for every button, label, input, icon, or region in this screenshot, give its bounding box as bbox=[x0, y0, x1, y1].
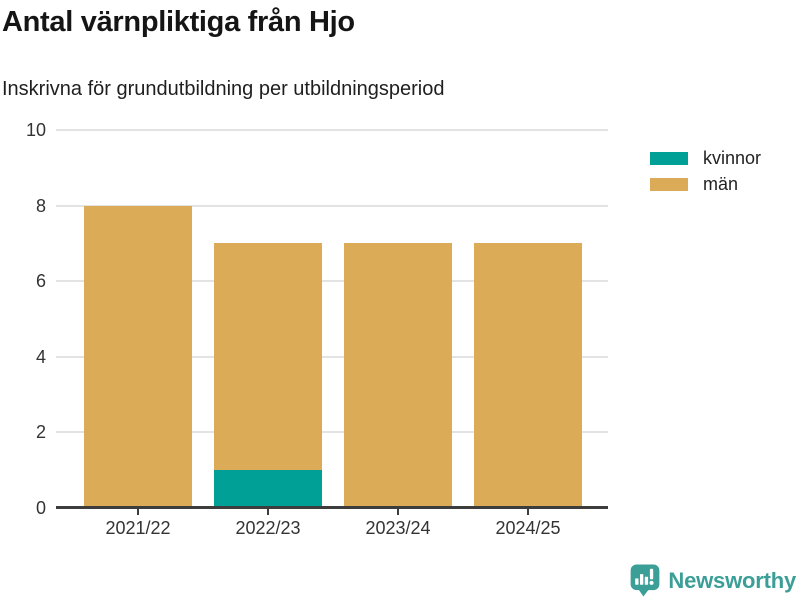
bar-2024-25-män bbox=[474, 243, 582, 508]
newsworthy-icon bbox=[631, 564, 660, 597]
y-tick-label-8: 8 bbox=[35, 195, 46, 216]
x-tick-2023-24 bbox=[397, 509, 399, 515]
y-tick-label-10: 10 bbox=[25, 120, 46, 140]
newsworthy-logo: Newsworthy bbox=[630, 564, 796, 597]
chart-title: Antal värnpliktiga från Hjo bbox=[2, 6, 355, 38]
x-tick-label-2022-23: 2022/23 bbox=[235, 518, 301, 538]
y-tick-label-0: 0 bbox=[35, 498, 46, 518]
x-tick-2024-25 bbox=[527, 509, 529, 515]
x-tick-2022-23 bbox=[267, 509, 269, 515]
legend-item-man: män bbox=[650, 174, 761, 194]
legend-label-man: män bbox=[703, 174, 739, 194]
x-tick-label-2021-22: 2021/22 bbox=[105, 518, 171, 538]
legend-label-kvinnor: kvinnor bbox=[703, 148, 762, 168]
legend-swatch-kvinnor bbox=[650, 152, 688, 165]
grid-line-6 bbox=[56, 280, 608, 283]
bar-2022-23-kvinnor bbox=[214, 470, 322, 508]
newsworthy-wordmark: Newsworthy bbox=[668, 567, 796, 593]
x-axis-line bbox=[56, 506, 608, 509]
chart-subtitle: Inskrivna för grundutbildning per utbild… bbox=[2, 78, 445, 100]
y-tick-label-4: 4 bbox=[35, 346, 46, 367]
x-tick-label-2024-25: 2024/25 bbox=[495, 518, 561, 538]
grid-line-2 bbox=[56, 431, 608, 434]
legend-swatch-man bbox=[650, 178, 688, 191]
legend-item-kvinnor: kvinnor bbox=[650, 148, 762, 168]
grid-line-4 bbox=[56, 355, 608, 358]
bar-2021-22-män bbox=[84, 205, 192, 508]
grid-line-8 bbox=[56, 204, 608, 207]
x-tick-2021-22 bbox=[137, 509, 139, 515]
y-tick-label-2: 2 bbox=[35, 422, 46, 443]
bar-2022-23-män bbox=[214, 243, 322, 471]
x-tick-label-2023-24: 2023/24 bbox=[365, 518, 431, 538]
y-tick-label-6: 6 bbox=[35, 271, 46, 292]
bar-2023-24-män bbox=[344, 243, 452, 508]
grid-line-10 bbox=[56, 129, 608, 131]
legend: kvinnor män bbox=[650, 148, 762, 194]
